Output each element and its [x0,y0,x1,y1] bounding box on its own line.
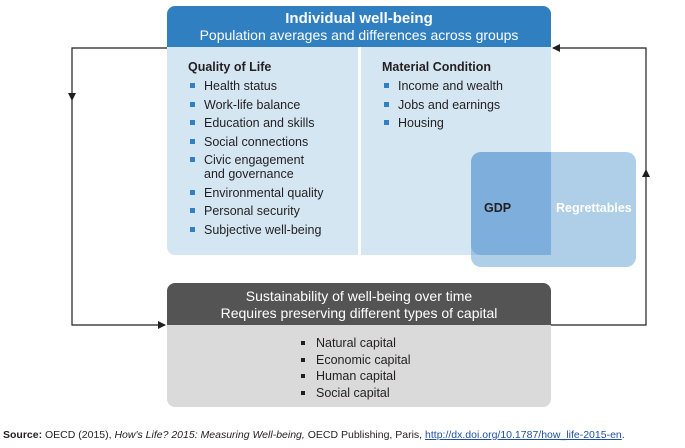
capital-panel [167,325,551,407]
bullet-icon [301,341,305,345]
individual-subtitle: Population averages and differences acro… [199,27,519,43]
sustainability-title: Sustainability of well-being over time [245,288,473,304]
bullet-icon [301,357,305,362]
regrettables-label: Regrettables [556,201,632,215]
bullet-icon [190,208,195,213]
list-item-label: and governance [204,167,294,181]
list-item-label: Health status [204,79,277,93]
list-item: Housing [382,116,503,130]
bullet-icon [190,226,195,232]
source-link[interactable]: http://dx.doi.org/10.1787/how_life-2015-… [425,429,622,441]
left-arrow-down [68,47,167,101]
list-item-label: Personal security [204,204,300,218]
list-item-label: Income and wealth [398,79,503,93]
source-title: How's Life? 2015: Measuring Well-being, [114,429,305,441]
bullet-icon [190,189,195,195]
bullet-icon [190,83,195,88]
list-item-label: Work-life balance [204,97,301,112]
sustainability-header: Sustainability of well-being over time R… [167,283,551,325]
list-item: Natural capital [300,336,411,350]
list-item-label: Human capital [316,369,396,383]
list-item: Income and wealth [382,79,503,93]
sustainability-subtitle: Requires preserving different types of c… [220,305,498,321]
bullet-icon [190,157,195,162]
bullet-icon [384,83,389,88]
bullet-icon [384,101,389,107]
list-item-label: Environmental quality [204,185,324,200]
source-label: Source: [3,429,43,441]
list-item-label: Economic capital [316,352,411,367]
individual-well-being-header: Individual well-being Population average… [167,6,551,47]
quality-of-life-list: Health status Work-life balance Education … [188,79,324,237]
quality-of-life-title: Quality of Life [188,60,272,74]
bullet-icon [190,120,195,125]
right-arrow-up [551,169,650,326]
list-item-label: Social connections [204,134,309,149]
source-publisher: OECD Publishing, Paris, [307,429,423,441]
list-item-label: Jobs and earnings [398,97,501,112]
material-condition-title: Material Condition [382,60,492,74]
bullet-icon [301,374,305,378]
bullet-icon [384,120,389,125]
list-item: Social capital [300,386,411,400]
individual-title: Individual well-being [285,10,433,27]
left-arrow-to-bottom [71,100,166,329]
gdp-overlap-region [471,152,551,255]
gdp-label: GDP [484,201,512,215]
list-item: Work-life balance [188,98,324,112]
right-arrow-to-top [552,44,647,170]
source-prefix: OECD (2015), [45,429,112,441]
list-item: Civic engagement and governance [188,153,324,181]
bullet-icon [301,390,305,395]
source-end: . [621,429,625,441]
list-item: Health status [188,79,324,93]
list-item-label: Education and skills [204,116,315,130]
material-condition-panel: Material Condition Income and wealth Jobs… [361,47,551,255]
list-item-label: Social capital [316,385,390,400]
material-condition-list: Income and wealth Jobs and earnings Housin… [382,79,503,130]
list-item-label: Civic engagement [204,153,305,167]
list-item: Economic capital [300,353,411,367]
list-item: Education and skills [188,116,324,130]
list-item: Subjective well-being [188,223,324,237]
list-item: Environmental quality [188,186,324,200]
quality-of-life-panel: Quality of Life Health status Work-life b… [167,47,358,255]
list-item: Social connections [188,135,324,149]
list-item-label: Housing [398,116,444,130]
source-citation: Source: OECD (2015), How's Life? 2015: M… [3,429,625,441]
list-item-label: Natural capital [316,336,396,350]
capital-list-wrap: Natural capital Economic capital Human cap… [300,336,411,402]
list-item: Personal security [188,204,324,218]
capital-list: Natural capital Economic capital Human cap… [300,336,411,400]
list-item: Human capital [300,369,411,383]
bullet-icon [190,138,195,144]
bullet-icon [190,101,195,107]
list-item: Jobs and earnings [382,98,503,112]
list-item-label: Subjective well-being [204,222,322,237]
